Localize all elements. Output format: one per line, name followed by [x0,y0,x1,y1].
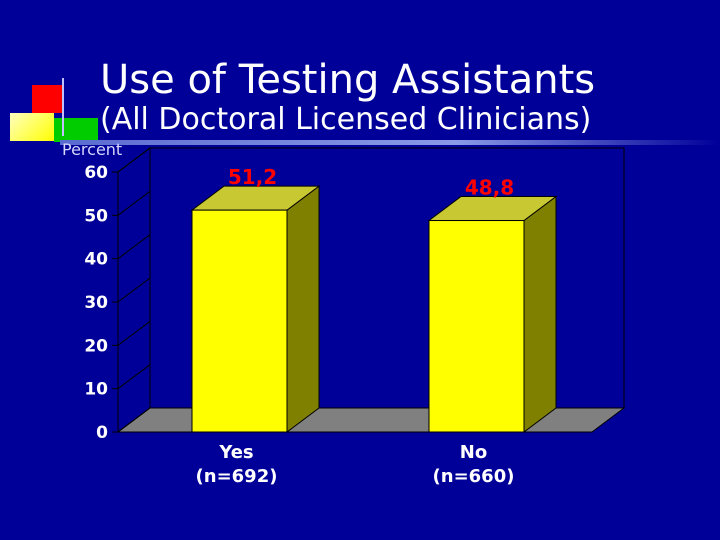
x-tick-label: No [460,442,487,463]
y-tick-label: 20 [84,336,108,356]
bar-side [523,195,557,433]
data-label: 51,2 [228,165,277,189]
y-tick-label: 0 [96,423,108,443]
y-tick-line [117,277,151,303]
data-label: 48,8 [465,176,514,200]
y-tick-line [117,320,151,346]
y-tick-label: 30 [84,293,108,313]
y-tick-line [117,190,151,216]
y-tick-line [117,407,151,433]
logo-red-square [32,85,62,113]
x-tick-label: (n=692) [196,466,278,487]
logo-yellow-square [10,113,54,141]
title-underline [60,140,720,145]
y-tick-label: 10 [84,380,108,400]
y-tick-label: 50 [84,206,108,226]
x-tick-label: (n=660) [433,466,515,487]
y-tick-line [117,364,151,390]
bar-side [286,185,320,433]
y-tick-label: 60 [84,163,108,183]
y-tick-line [117,234,151,260]
x-tick-label: Yes [218,442,253,463]
slide-title: Use of Testing Assistants [100,57,596,103]
y-tick-label: 40 [84,250,108,270]
bar [191,209,288,433]
logo-white-line [62,78,64,136]
slide-subtitle: (All Doctoral Licensed Clinicians) [100,102,592,137]
y-tick-line [117,147,151,173]
y-axis-label: Percent [62,140,123,159]
bar [428,220,525,433]
logo-green-square [54,118,98,142]
